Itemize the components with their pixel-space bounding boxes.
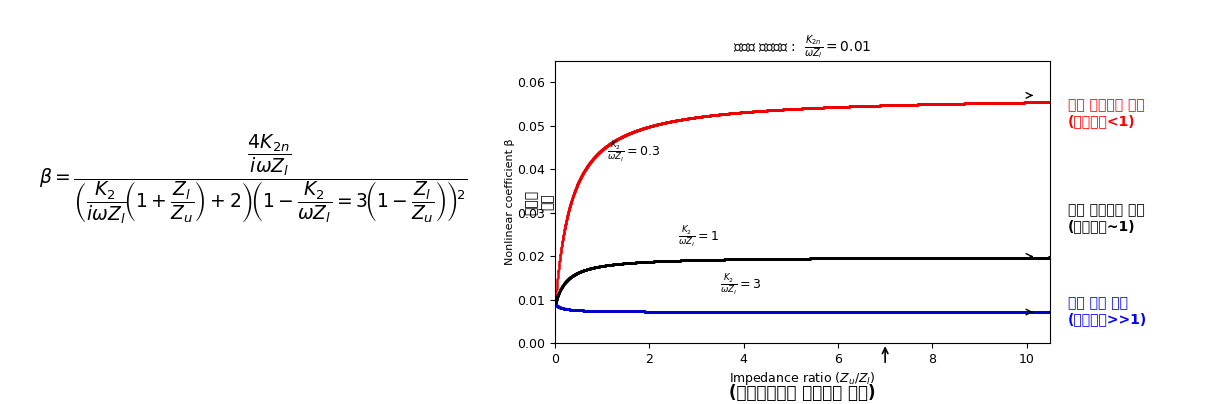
Text: $\frac{K_2}{\omega Z_l}=1$: $\frac{K_2}{\omega Z_l}=1$ (678, 224, 718, 249)
Text: 약한 부분닫힌 균열
(강성계수<1): 약한 부분닫힌 균열 (강성계수<1) (1068, 98, 1145, 128)
Text: $\frac{K_2}{\omega Z_l}=0.3$: $\frac{K_2}{\omega Z_l}=0.3$ (607, 139, 660, 164)
Text: 비선형
계수: 비선형 계수 (524, 189, 555, 215)
Text: 완전 닫힌 균열
(강성계수>>1): 완전 닫힌 균열 (강성계수>>1) (1068, 296, 1148, 326)
Text: $\beta = \dfrac{\dfrac{4K_{2n}}{i\omega Z_l}}{\left(\dfrac{K_2}{i\omega Z_l}\!\l: $\beta = \dfrac{\dfrac{4K_{2n}}{i\omega … (39, 133, 468, 226)
Text: $\frac{K_2}{\omega Z_l}=3$: $\frac{K_2}{\omega Z_l}=3$ (721, 272, 762, 297)
Text: (이종금속재의 임피던스 비율): (이종금속재의 임피던스 비율) (729, 384, 876, 402)
Title: 비선형 강성계수 :  $\frac{K_{2n}}{\omega Z_l}=0.01$: 비선형 강성계수 : $\frac{K_{2n}}{\omega Z_l}=0.… (734, 33, 871, 61)
Y-axis label: Nonlinear coefficient β: Nonlinear coefficient β (505, 139, 514, 265)
Text: 강한 부분닫힌 균열
(강성계수~1): 강한 부분닫힌 균열 (강성계수~1) (1068, 203, 1145, 233)
X-axis label: Impedance ratio $(Z_u /Z_l)$: Impedance ratio $(Z_u /Z_l)$ (729, 370, 876, 387)
